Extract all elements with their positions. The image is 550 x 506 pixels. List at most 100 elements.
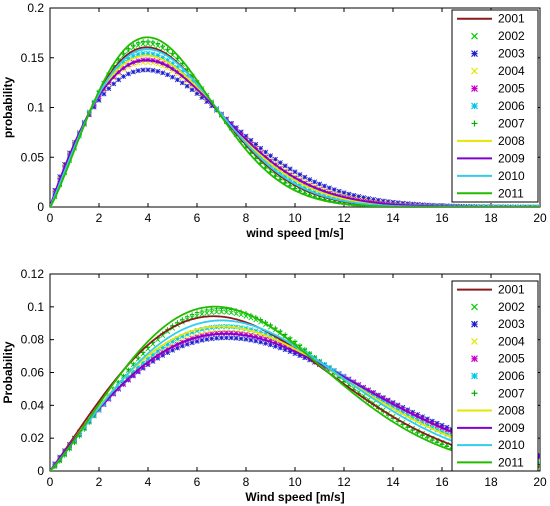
data-point <box>419 414 425 420</box>
y-tick-label: 0 <box>37 464 44 478</box>
data-point <box>160 352 166 358</box>
data-point <box>258 339 264 345</box>
x-tick-label: 14 <box>386 211 400 225</box>
y-tick-label: 0 <box>37 200 44 214</box>
data-point <box>169 338 176 344</box>
y-axis-label: Probability <box>1 341 15 403</box>
data-point <box>204 99 210 105</box>
x-tick-label: 12 <box>337 211 351 225</box>
legend: 2001 2002 2003 2004 2005 2006 2007 2008 2009 2010… <box>451 9 539 203</box>
data-point <box>131 42 136 48</box>
y-tick-label: 0.2 <box>27 1 44 15</box>
data-point <box>331 187 337 193</box>
data-point <box>316 190 323 196</box>
data-point <box>263 336 269 342</box>
data-point <box>253 328 259 334</box>
data-point <box>292 351 298 357</box>
legend-label-2008: 2008 <box>498 134 525 148</box>
data-point <box>375 197 381 203</box>
data-point <box>238 336 244 342</box>
data-point <box>150 39 156 44</box>
legend-swatch-2006 <box>471 102 478 110</box>
data-point <box>267 342 274 348</box>
data-point <box>331 367 337 373</box>
data-point <box>174 336 180 342</box>
data-point <box>258 329 264 335</box>
data-point <box>316 181 323 187</box>
legend-label-2010: 2010 <box>498 169 525 183</box>
x-tick-label: 16 <box>435 211 449 225</box>
data-point <box>258 154 264 160</box>
data-point <box>420 433 425 438</box>
data-point <box>297 343 303 348</box>
y-tick-label: 0.12 <box>21 267 45 281</box>
data-point <box>292 339 298 344</box>
data-point <box>532 204 538 207</box>
data-point <box>375 395 381 401</box>
data-point <box>130 369 136 375</box>
data-point <box>96 97 102 103</box>
data-point <box>370 392 376 398</box>
data-point <box>346 191 352 197</box>
legend-swatch-2003 <box>471 50 478 58</box>
data-point <box>189 329 195 335</box>
data-point <box>414 418 421 424</box>
x-tick-label: 8 <box>243 211 250 225</box>
data-point <box>287 176 293 182</box>
y-tick-label: 0.08 <box>21 333 45 347</box>
y-tick-label: 0.05 <box>21 150 45 164</box>
data-point <box>218 309 225 315</box>
data-point <box>194 328 200 334</box>
data-point <box>326 185 332 191</box>
chart-top: 0 2 4 6 8 10 12 14 16 18 20 0 0.05 0.1 0.15 0.2 wind spe… <box>1 1 547 240</box>
legend-box <box>451 280 539 472</box>
data-point <box>277 345 283 351</box>
x-tick-label: 0 <box>47 475 54 489</box>
data-point <box>253 149 259 155</box>
data-point <box>126 46 131 51</box>
series-group <box>50 36 540 207</box>
data-point <box>272 343 278 349</box>
data-point <box>302 347 307 352</box>
data-point <box>331 194 337 201</box>
data-point <box>277 170 283 176</box>
data-point <box>282 163 288 169</box>
data-point <box>125 71 131 77</box>
data-point <box>287 349 293 355</box>
data-point <box>160 54 166 61</box>
legend-label-2003: 2003 <box>498 47 525 61</box>
data-point <box>209 103 215 109</box>
legend-swatch-2003 <box>471 320 478 328</box>
data-point <box>410 415 416 421</box>
data-point <box>136 355 141 361</box>
x-tick-label: 8 <box>243 475 250 489</box>
data-point <box>179 343 185 349</box>
data-point <box>282 343 288 349</box>
data-point <box>116 77 122 83</box>
data-point <box>214 335 220 341</box>
x-tick-label: 18 <box>484 211 498 225</box>
data-point <box>135 51 141 57</box>
data-point <box>155 348 161 354</box>
data-point <box>170 51 175 56</box>
legend-label-2011: 2011 <box>498 186 524 200</box>
data-point <box>415 430 420 436</box>
data-point <box>228 335 234 341</box>
data-point <box>233 330 239 336</box>
legend-label-2007: 2007 <box>498 116 525 130</box>
data-point <box>101 91 107 97</box>
data-point <box>228 310 234 316</box>
legend-swatch-2002 <box>471 32 478 40</box>
data-point <box>365 389 372 395</box>
legend-label-2002: 2002 <box>498 29 525 43</box>
data-point <box>155 41 160 46</box>
data-point <box>429 425 435 431</box>
legend-label-2001: 2001 <box>498 283 525 297</box>
legend-label-2009: 2009 <box>498 421 525 435</box>
legend-label-2011: 2011 <box>498 455 524 469</box>
data-point <box>145 38 151 44</box>
data-point <box>140 50 146 56</box>
legend-swatch-2007 <box>471 390 478 397</box>
